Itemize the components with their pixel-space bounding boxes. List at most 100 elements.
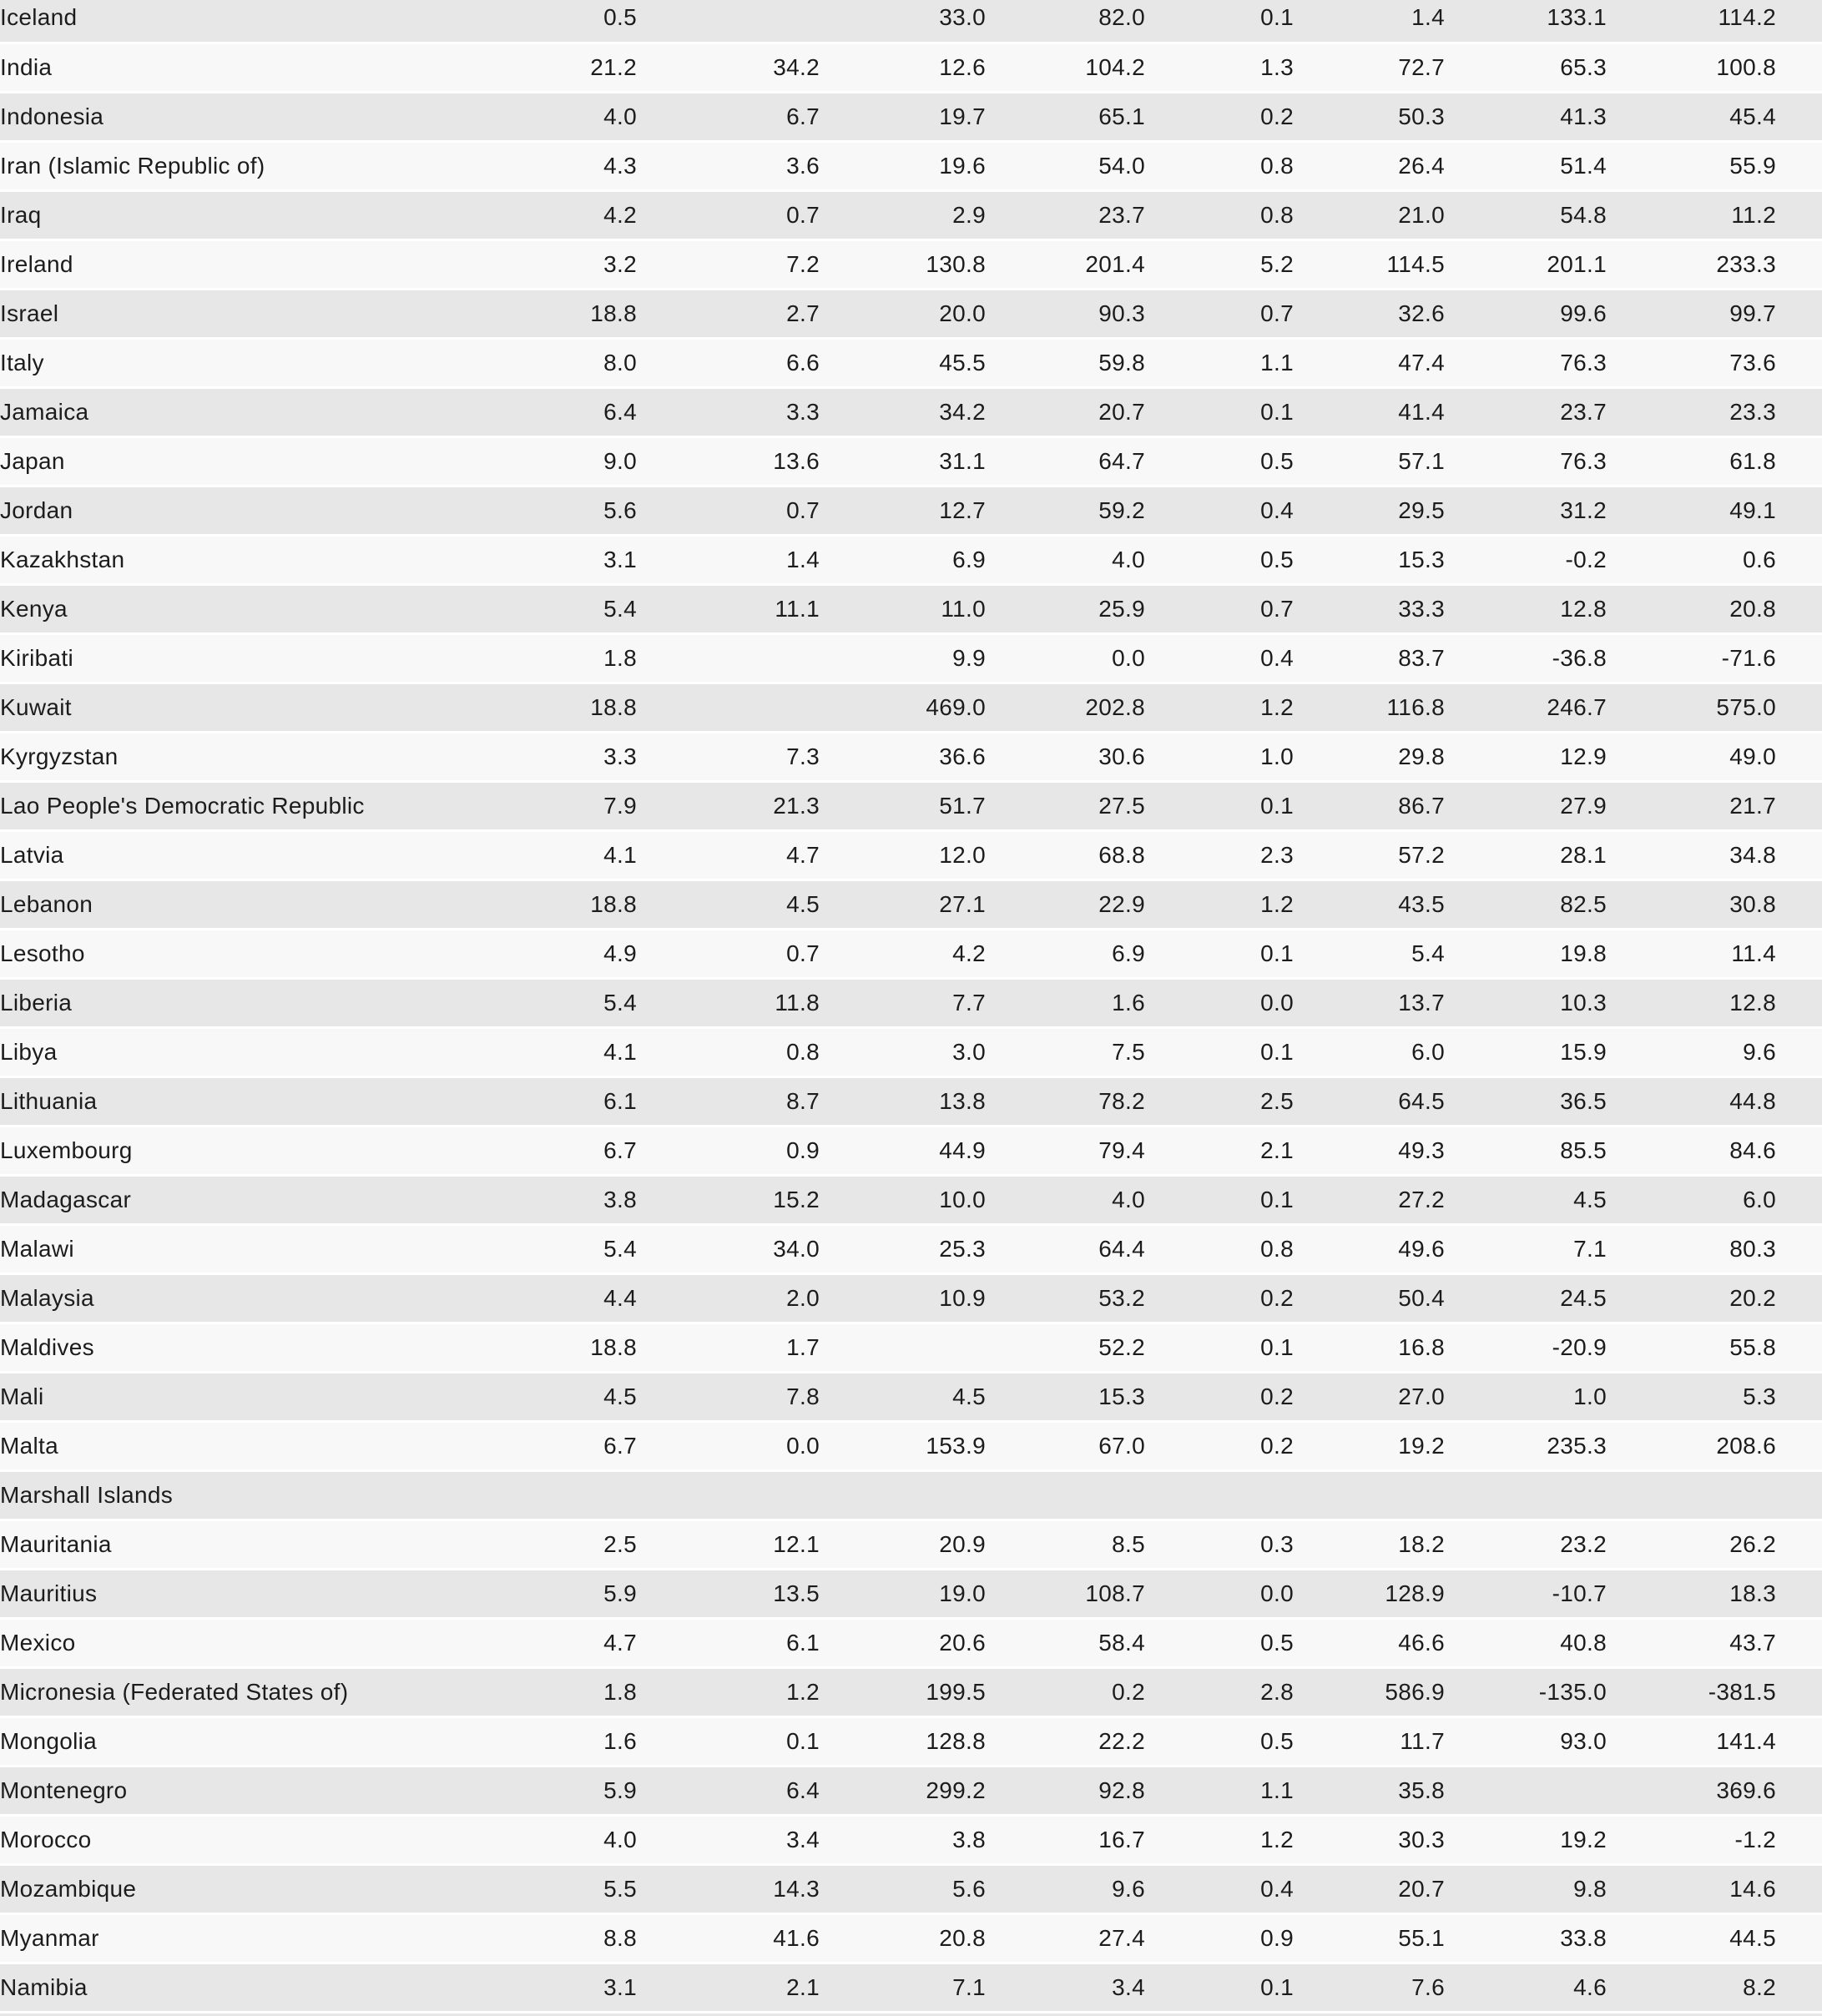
- value-cell: 4.5: [637, 879, 820, 930]
- value-cell: 233.3: [1607, 239, 1822, 290]
- table-row: Lao People's Democratic Republic 7.9 21.3 5…: [0, 781, 1822, 832]
- table-row: Iran (Islamic Republic of) 4.3 3.6 19.6 54.0…: [0, 141, 1822, 192]
- value-cell: 0.5: [1145, 535, 1294, 586]
- value-cell: 59.8: [986, 338, 1145, 389]
- value-cell: 7.3: [637, 732, 820, 783]
- country-cell: Maldives: [0, 1323, 467, 1373]
- value-cell: 54.0: [986, 141, 1145, 192]
- value-cell: 202.8: [986, 683, 1145, 733]
- value-cell: 4.0: [986, 535, 1145, 586]
- country-cell: Latvia: [0, 830, 467, 881]
- value-cell: 5.9: [467, 1569, 637, 1620]
- value-cell: 0.1: [1145, 1027, 1294, 1078]
- country-cell: Mexico: [0, 1618, 467, 1669]
- value-cell: 41.4: [1294, 387, 1445, 438]
- table-row: Kazakhstan 3.1 1.4 6.9 4.0 0.5 15.3 -0.2 0.6: [0, 535, 1822, 586]
- value-cell: 33.3: [1294, 584, 1445, 635]
- table-row: Japan 9.0 13.6 31.1 64.7 0.5 57.1 76.3 61.8: [0, 436, 1822, 487]
- value-cell: 1.7: [637, 1323, 820, 1373]
- value-cell: 10.9: [820, 1273, 986, 1324]
- value-cell: 4.9: [467, 929, 637, 980]
- value-cell: 0.4: [1145, 633, 1294, 684]
- table-row: Maldives 18.8 1.7 52.2 0.1 16.8 -20.9 55.8: [0, 1323, 1822, 1373]
- value-cell: 55.1: [1294, 1913, 1445, 1964]
- value-cell: 83.7: [1294, 633, 1445, 684]
- value-cell: 23.2: [1445, 1520, 1607, 1570]
- value-cell: 27.4: [986, 1913, 1145, 1964]
- country-cell: Lao People's Democratic Republic: [0, 781, 467, 832]
- value-cell: 55.8: [1607, 1323, 1822, 1373]
- value-cell: 27.0: [1294, 1372, 1445, 1423]
- value-cell: 22.9: [986, 879, 1145, 930]
- value-cell: 7.2: [637, 239, 820, 290]
- value-cell: 49.6: [1294, 1224, 1445, 1275]
- value-cell: 86.7: [1294, 781, 1445, 832]
- value-cell: 3.4: [637, 1815, 820, 1866]
- value-cell: 4.1: [467, 830, 637, 881]
- value-cell: 0.7: [637, 190, 820, 241]
- value-cell: 3.1: [467, 535, 637, 586]
- value-cell: 2.9: [820, 190, 986, 241]
- country-cell: Myanmar: [0, 1913, 467, 1964]
- table-row: Kenya 5.4 11.1 11.0 25.9 0.7 33.3 12.8 20.8: [0, 584, 1822, 635]
- value-cell: 11.1: [637, 584, 820, 635]
- value-cell: 18.3: [1607, 1569, 1822, 1620]
- value-cell: 114.2: [1607, 0, 1822, 44]
- value-cell: 47.4: [1294, 338, 1445, 389]
- value-cell: 19.2: [1445, 1815, 1607, 1866]
- value-cell: 44.8: [1607, 1076, 1822, 1127]
- value-cell: 3.1: [467, 1963, 637, 2013]
- value-cell: 0.8: [1145, 1224, 1294, 1275]
- value-cell: 5.4: [467, 584, 637, 635]
- country-cell: Israel: [0, 289, 467, 340]
- country-cell: Malta: [0, 1421, 467, 1472]
- value-cell: 12.0: [820, 830, 986, 881]
- value-cell: 2.1: [637, 1963, 820, 2013]
- table-row: Malaysia 4.4 2.0 10.9 53.2 0.2 50.4 24.5 20.2: [0, 1273, 1822, 1324]
- value-cell: [1145, 1470, 1294, 1521]
- value-cell: 6.4: [637, 1766, 820, 1817]
- value-cell: 51.4: [1445, 141, 1607, 192]
- value-cell: 7.1: [820, 1963, 986, 2013]
- value-cell: 21.0: [1294, 190, 1445, 241]
- table-row: Liberia 5.4 11.8 7.7 1.6 0.0 13.7 10.3 12.8: [0, 978, 1822, 1029]
- country-cell: Mauritania: [0, 1520, 467, 1570]
- country-cell: Mali: [0, 1372, 467, 1423]
- value-cell: 5.4: [467, 978, 637, 1029]
- value-cell: 73.6: [1607, 338, 1822, 389]
- table-row: Iraq 4.2 0.7 2.9 23.7 0.8 21.0 54.8 11.2: [0, 190, 1822, 241]
- value-cell: [637, 1470, 820, 1521]
- value-cell: 4.3: [467, 141, 637, 192]
- value-cell: 246.7: [1445, 683, 1607, 733]
- value-cell: 0.2: [1145, 1372, 1294, 1423]
- value-cell: 16.7: [986, 1815, 1145, 1866]
- value-cell: 3.3: [637, 387, 820, 438]
- value-cell: 0.0: [986, 633, 1145, 684]
- value-cell: 28.1: [1445, 830, 1607, 881]
- value-cell: 34.2: [820, 387, 986, 438]
- value-cell: 6.7: [637, 92, 820, 143]
- value-cell: 34.2: [637, 43, 820, 93]
- value-cell: 41.3: [1445, 92, 1607, 143]
- value-cell: 31.2: [1445, 486, 1607, 537]
- value-cell: 0.1: [1145, 0, 1294, 44]
- value-cell: [1607, 2012, 1822, 2016]
- value-cell: 104.2: [986, 43, 1145, 93]
- value-cell: [1445, 2012, 1607, 2016]
- value-cell: 0.2: [1145, 92, 1294, 143]
- value-cell: 1.2: [1145, 683, 1294, 733]
- value-cell: 9.6: [1607, 1027, 1822, 1078]
- country-cell: Marshall Islands: [0, 1470, 467, 1521]
- value-cell: [1294, 2012, 1445, 2016]
- value-cell: [1294, 1470, 1445, 1521]
- value-cell: 93.0: [1445, 1716, 1607, 1767]
- value-cell: 369.6: [1607, 1766, 1822, 1817]
- value-cell: 11.7: [1294, 1716, 1445, 1767]
- value-cell: 1.2: [1145, 1815, 1294, 1866]
- value-cell: 20.9: [820, 1520, 986, 1570]
- value-cell: 4.1: [467, 1027, 637, 1078]
- country-cell: Lithuania: [0, 1076, 467, 1127]
- table-row: Micronesia (Federated States of) 1.8 1.2 19…: [0, 1667, 1822, 1718]
- country-cell: Iceland: [0, 0, 467, 44]
